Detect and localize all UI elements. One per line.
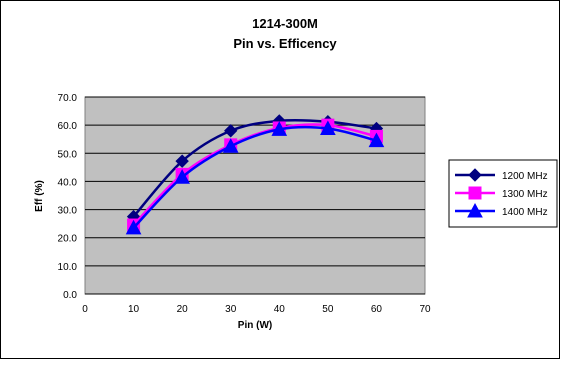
y-axis-title: Eff (%) [34, 180, 45, 212]
y-tick-label: 30.0 [58, 206, 78, 217]
legend-marker [468, 186, 482, 200]
x-tick-label: 20 [177, 304, 189, 315]
x-tick-label: 10 [128, 304, 140, 315]
y-tick-label: 10.0 [58, 262, 78, 273]
series-2 [125, 120, 385, 235]
y-tick-label: 40.0 [58, 177, 78, 188]
x-tick-label: 70 [419, 304, 431, 315]
plot-area [84, 96, 426, 295]
data-point [320, 120, 336, 136]
series-layer [125, 114, 385, 235]
y-tick-label: 60.0 [58, 121, 78, 132]
data-point [175, 154, 189, 168]
chart-title: 1214-300M [252, 16, 318, 31]
gridlines [85, 96, 425, 295]
axis-ticks: 0.0 10.0 20.0 30.0 40.0 50.0 60.0 70.0 0 10 20 30 40… [58, 93, 431, 315]
x-tick-label: 50 [322, 304, 334, 315]
x-tick-label: 0 [82, 304, 88, 315]
chart-subtitle: Pin vs. Efficency [233, 36, 337, 51]
x-axis-title: Pin (W) [238, 320, 272, 331]
y-tick-label: 70.0 [58, 93, 78, 104]
data-point [222, 138, 239, 153]
legend: 1200 MHz 1300 MHz 1400 MHz [448, 159, 558, 228]
data-point [368, 132, 385, 148]
data-point [125, 219, 142, 235]
legend-marker [467, 202, 483, 218]
legend-box [448, 159, 558, 228]
x-tick-label: 40 [274, 304, 286, 315]
data-point [224, 124, 238, 138]
legend-label: 1300 MHz [502, 189, 548, 200]
y-tick-label: 20.0 [58, 234, 78, 245]
legend-label: 1400 MHz [502, 207, 548, 218]
legend-label: 1200 MHz [502, 171, 548, 182]
y-tick-label: 50.0 [58, 149, 78, 160]
data-point [271, 121, 288, 136]
data-point [174, 169, 190, 184]
y-tick-label: 0.0 [63, 290, 77, 301]
x-tick-label: 30 [225, 304, 237, 315]
legend-marker [468, 168, 482, 182]
x-tick-label: 60 [371, 304, 383, 315]
